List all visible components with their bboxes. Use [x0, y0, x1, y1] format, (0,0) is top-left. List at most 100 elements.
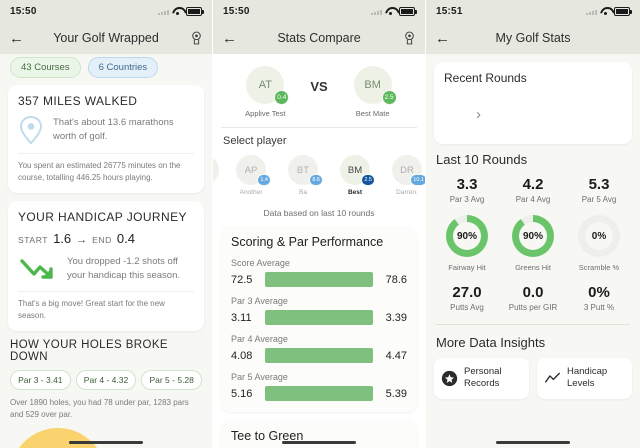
- handicap-badge: 0.4: [274, 90, 290, 105]
- ring-label: Greens Hit: [515, 263, 551, 272]
- insights-row: Personal Records Handicap Levels: [434, 358, 632, 399]
- screen-your-golf-wrapped: 15:50 ← Your Golf Wrapped 43 Courses 6 C…: [0, 0, 213, 448]
- player-option-another[interactable]: AP 1.4 Another: [229, 155, 273, 196]
- avatar-initials: DR: [400, 164, 414, 176]
- miles-walked-card: 357 MILES WALKED That's about 13.6 marat…: [8, 85, 204, 193]
- stat-par3-avg: 3.3 Par 3 Avg: [434, 176, 500, 204]
- chip-courses[interactable]: 43 Courses: [10, 57, 81, 78]
- avatar-initials: BM: [364, 79, 381, 91]
- last-10-rounds-title: Last 10 Rounds: [436, 152, 528, 167]
- tee-to-green-title: Tee to Green: [231, 429, 304, 443]
- stat-label: Putts Avg: [450, 303, 484, 312]
- scoring-par-card: Scoring & Par Performance Score Average …: [221, 226, 417, 412]
- player-option-ba[interactable]: BT 8.6 Ba: [281, 155, 325, 196]
- stat-row-par3-average: 3.11 3.39: [231, 310, 407, 325]
- holes-donut-chart: Avg Score 76.73: [10, 427, 106, 448]
- data-basis-note: Data based on last 10 rounds: [263, 208, 375, 218]
- status-time: 15:50: [223, 5, 250, 17]
- avatar-initials: AT: [258, 79, 272, 91]
- scoring-card-title: Scoring & Par Performance: [231, 235, 384, 249]
- player-option-best[interactable]: BM 2.5 Best: [333, 155, 377, 196]
- player-name: Best: [347, 189, 363, 196]
- insight-label: Handicap Levels: [567, 366, 608, 390]
- status-time: 15:51: [436, 5, 463, 17]
- app-bar: ← Your Golf Wrapped: [0, 22, 212, 54]
- ring-value: 0%: [585, 222, 613, 250]
- stat-label: Par 5 Avg: [581, 195, 617, 204]
- ring-value: 90%: [519, 222, 547, 250]
- insight-handicap-levels[interactable]: Handicap Levels: [537, 358, 632, 399]
- stat-row-par5-average: 5.16 5.39: [231, 386, 407, 401]
- stat-label-score-average: Score Average: [231, 258, 290, 268]
- recent-rounds-title: Recent Rounds: [444, 71, 527, 85]
- stat-label: Par 3 Avg: [449, 195, 485, 204]
- avatar: BM 2.5: [340, 155, 375, 186]
- stat-label-par5-average: Par 5 Average: [231, 372, 288, 382]
- stat-value: 0.0: [522, 284, 544, 301]
- avatar: [213, 155, 219, 185]
- battery-icon: [186, 6, 204, 16]
- handicap-card-note: That's a big move! Great start for the n…: [18, 290, 194, 322]
- location-pin-icon: [19, 115, 43, 145]
- insight-personal-records[interactable]: Personal Records: [434, 358, 529, 399]
- stat-bar: [265, 272, 373, 287]
- par-chip-5[interactable]: Par 5 - 5.28: [141, 369, 203, 390]
- player-name: Applive Test: [245, 109, 286, 118]
- screen1-body: 43 Courses 6 Countries 357 MILES WALKED …: [0, 54, 212, 448]
- par-chip-4[interactable]: Par 4 - 4.32: [75, 369, 137, 390]
- player-name: Another: [239, 189, 263, 196]
- player-right[interactable]: BM 2.5 Best Mate: [342, 66, 404, 118]
- stat-value: 27.0: [452, 284, 482, 301]
- stat-value: 3.3: [456, 176, 478, 193]
- ring-gauge: 90%: [446, 215, 488, 257]
- stat-putts-avg: 27.0 Putts Avg: [434, 284, 500, 312]
- recent-rounds-bar-chart: [444, 93, 471, 135]
- avatar-initials: BT: [296, 164, 310, 176]
- stat-bar: [265, 310, 373, 325]
- star-badge-icon: [441, 370, 458, 386]
- trophy-icon[interactable]: [190, 31, 203, 45]
- page-title: Stats Compare: [277, 31, 361, 45]
- ring-gauge: 90%: [512, 215, 554, 257]
- stat-label: Putts per GIR: [508, 303, 558, 312]
- stat-par5-avg: 5.3 Par 5 Avg: [566, 176, 632, 204]
- section-divider: [436, 324, 630, 325]
- player-option-partial[interactable]: [213, 155, 221, 196]
- back-button[interactable]: ←: [9, 29, 24, 47]
- chevron-right-icon[interactable]: ›: [476, 105, 481, 123]
- back-button[interactable]: ←: [435, 29, 450, 47]
- par-chip-3[interactable]: Par 3 - 3.41: [10, 369, 71, 390]
- player-left[interactable]: AT 0.4 Applive Test: [234, 66, 296, 118]
- back-button[interactable]: ←: [222, 29, 237, 47]
- recent-rounds-card[interactable]: Recent Rounds ›: [434, 62, 632, 144]
- stat-left-value: 5.16: [231, 387, 253, 400]
- insight-label: Personal Records: [464, 366, 502, 390]
- stat-bar: [265, 386, 373, 401]
- handicap-end-value: 0.4: [116, 231, 135, 246]
- trend-line-icon: [545, 372, 560, 383]
- stat-right-value: 3.39: [385, 311, 407, 324]
- handicap-arrow: →: [76, 234, 88, 246]
- handicap-end-label: END: [92, 235, 112, 245]
- player-option-darren[interactable]: DR 10.1 Darren.: [385, 155, 425, 196]
- stat-row-par4-average: 4.08 4.47: [231, 348, 407, 363]
- screen-my-golf-stats: 15:51 ← My Golf Stats Recent Rounds › La…: [426, 0, 640, 448]
- ring-greens-hit: 90% Greens Hit: [500, 215, 566, 272]
- stat-putts-per-gir: 0.0 Putts per GIR: [500, 284, 566, 312]
- miles-card-note: You spent an estimated 26775 minutes on …: [18, 153, 194, 184]
- avatar-initials: BM: [347, 164, 363, 176]
- percentage-rings-row: 90% Fairway Hit 90% Greens Hit 0% Scramb…: [434, 215, 632, 272]
- player-selector-strip[interactable]: AP 1.4 Another BT 8.6 Ba BM 2.5: [213, 153, 425, 202]
- trophy-icon[interactable]: [403, 31, 416, 45]
- status-bar: 15:50: [213, 0, 425, 22]
- handicap-badge: 8.6: [309, 174, 323, 186]
- app-bar: ← Stats Compare: [213, 22, 425, 54]
- handicap-start-label: START: [18, 235, 49, 245]
- down-trend-arrow-icon: [20, 259, 53, 279]
- signal-icon: [371, 8, 382, 15]
- page-title: Your Golf Wrapped: [53, 31, 159, 45]
- handicap-badge: 10.1: [410, 174, 425, 186]
- stat-label: Par 4 Avg: [515, 195, 551, 204]
- chip-countries[interactable]: 6 Countries: [87, 57, 159, 78]
- stat-right-value: 78.6: [385, 273, 407, 286]
